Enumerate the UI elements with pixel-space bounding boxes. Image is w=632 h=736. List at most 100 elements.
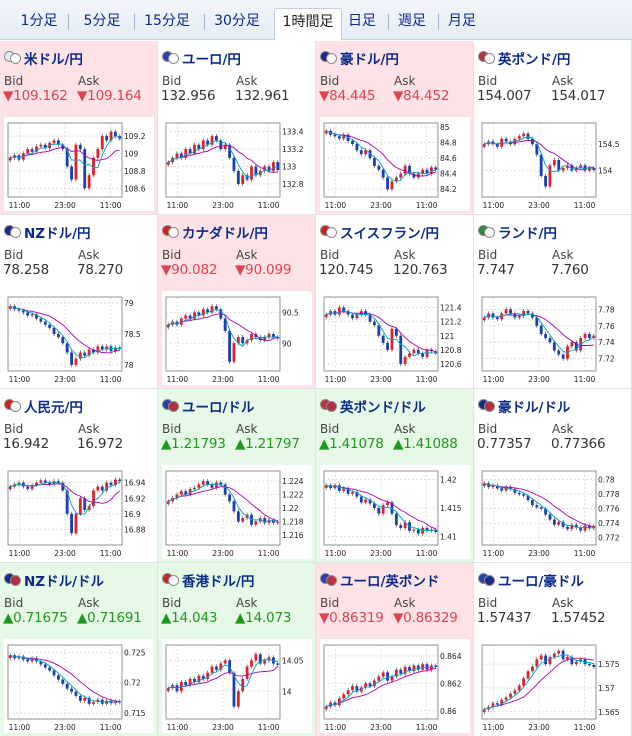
pair-cell[interactable]: NZドル/ドル Bid Ask ▲0.71675 ▲0.71691 0.725 0.72 0.… (0, 563, 158, 736)
candle-body (570, 342, 574, 347)
price-chart[interactable]: 0.78 0.778 0.776 0.774 0.772 11:00 23:00 11:00 (478, 465, 628, 559)
price-chart[interactable]: 0.864 0.862 0.86 11:00 23:00 11:00 (320, 639, 470, 733)
candle-body (412, 665, 416, 672)
candle-body (48, 667, 52, 671)
candle-body (561, 167, 565, 171)
y-tick-label: 1.565 (598, 708, 620, 717)
pair-cell[interactable]: ユーロ/英ポンド Bid Ask ▼0.86319 ▼0.86329 0.864 0.862… (316, 563, 474, 736)
tab-weekly[interactable]: 週足 (398, 13, 426, 29)
candle-body (21, 656, 25, 660)
price-chart[interactable]: 16.94 16.92 16.9 16.88 11:00 23:00 11:00 (4, 465, 154, 559)
pair-cell[interactable]: 英ポンド/円 Bid Ask 154.007 154.017 154.5 154 11:00 2… (474, 41, 632, 215)
pair-cell[interactable]: カナダドル/円 Bid Ask ▼90.082 ▼90.099 90.5 90 11:00 23… (158, 215, 316, 389)
pair-name-link[interactable]: 香港ドル/円 (162, 570, 254, 590)
price-chart[interactable]: 154.5 154 11:00 23:00 11:00 (478, 117, 628, 211)
pair-cell[interactable]: NZドル/円 Bid Ask 78.258 78.270 79 78.5 78 11:00 23:… (0, 215, 158, 389)
pair-name-link[interactable]: ユーロ/豪ドル (478, 570, 584, 590)
candle-body (588, 664, 591, 666)
candle-body (561, 521, 565, 527)
candle-body (408, 165, 411, 174)
ask-value: ▼90.099 (235, 262, 292, 278)
pair-cell[interactable]: ユーロ/ドル Bid Ask ▲1.21793 ▲1.21797 1.224 1.222 1.… (158, 389, 316, 563)
pair-name-link[interactable]: 人民元/円 (4, 396, 83, 416)
price-chart[interactable]: 7.78 7.76 7.74 7.72 11:00 23:00 11:00 (478, 291, 628, 385)
pair-cell[interactable]: 豪ドル/ドル Bid Ask 0.77357 0.77366 0.78 0.778 0.776… (474, 389, 632, 563)
pair-name-link[interactable]: NZドル/ドル (4, 570, 104, 590)
price-chart[interactable]: 79 78.5 78 11:00 23:00 11:00 (4, 291, 154, 385)
y-tick-label: 90.5 (282, 308, 299, 317)
moving-average-short (326, 666, 436, 708)
price-chart[interactable]: 1.224 1.222 1.22 1.218 1.216 11:00 23:00 11:00 (162, 465, 312, 559)
candle-body (570, 656, 574, 665)
price-chart[interactable]: 121.4 121.2 121 120.8 120.6 11:00 23:00 11:00 (320, 291, 470, 385)
candle-body (96, 486, 100, 491)
x-tick-label: 11:00 (100, 201, 122, 210)
candle-body (574, 342, 578, 351)
price-chart[interactable]: 1.42 1.415 1.41 11:00 23:00 11:00 (320, 465, 470, 559)
candle-body (381, 672, 385, 677)
tab-daily[interactable]: 日足 (348, 13, 376, 29)
candle-body (434, 529, 438, 532)
candle-body (215, 306, 218, 310)
candle-body (197, 675, 201, 682)
candle-body (74, 358, 78, 365)
pair-name-link[interactable]: スイスフラン/円 (320, 222, 439, 242)
moving-average-short (10, 481, 121, 516)
price-chart[interactable]: 1.575 1.57 1.565 11:00 23:00 11:00 (478, 639, 628, 733)
tab-30min[interactable]: 30分足 (214, 13, 260, 29)
tab-1min[interactable]: 1分足 (20, 13, 58, 29)
candle-body (241, 678, 245, 692)
candle-body (87, 697, 91, 704)
tab-1hour[interactable]: 1時間足 (274, 8, 342, 41)
candle-body (513, 489, 517, 493)
ask-label: Ask (394, 74, 416, 88)
pair-cell[interactable]: スイスフラン/円 Bid Ask 120.745 120.763 121.4 121.2 12… (316, 215, 474, 389)
price-chart[interactable]: 14.05 14 11:00 23:00 11:00 (162, 639, 312, 733)
candle-body (390, 181, 394, 190)
price-chart[interactable]: 109.2 109 108.8 108.6 11:00 23:00 11:00 (4, 117, 154, 211)
x-tick-label: 23:00 (212, 723, 234, 732)
pair-name-link[interactable]: ユーロ/英ポンド (320, 570, 439, 590)
candle-body (87, 349, 91, 356)
pair-cell[interactable]: ユーロ/豪ドル Bid Ask 1.57437 1.57452 1.575 1.57 1.56… (474, 563, 632, 736)
y-tick-label: 84.2 (440, 185, 457, 194)
pair-name-link[interactable]: ユーロ/ドル (162, 396, 254, 416)
price-chart[interactable]: 90.5 90 11:00 23:00 11:00 (162, 291, 312, 385)
pair-name-link[interactable]: ユーロ/円 (162, 48, 241, 68)
tab-15min[interactable]: 15分足 (144, 13, 190, 29)
pair-name-link[interactable]: カナダドル/円 (162, 222, 268, 242)
pair-name-link[interactable]: ランド/円 (478, 222, 557, 242)
pair-name-link[interactable]: NZドル/円 (4, 222, 91, 242)
price-chart[interactable]: 85 84.8 84.6 84.4 84.2 11:00 23:00 11:00 (320, 117, 470, 211)
x-tick-label: 11:00 (483, 201, 505, 210)
pair-cell[interactable]: ユーロ/円 Bid Ask 132.956 132.961 133.4 133.2 133 13… (158, 41, 316, 215)
ask-label: Ask (236, 248, 258, 262)
tab-monthly[interactable]: 月足 (448, 13, 476, 29)
price-chart[interactable]: 0.725 0.72 0.715 11:00 23:00 11:00 (4, 639, 154, 733)
ask-label: Ask (394, 248, 416, 262)
bid-value: 7.747 (477, 262, 515, 278)
candle-body (188, 149, 192, 154)
pair-name-link[interactable]: 米ドル/円 (4, 48, 83, 68)
candle-body (337, 698, 341, 706)
pair-name-link[interactable]: 英ポンド/ドル (320, 396, 426, 416)
pair-name-link[interactable]: 豪ドル/円 (320, 48, 399, 68)
y-tick-label: 90 (282, 339, 292, 348)
tab-5min[interactable]: 5分足 (83, 13, 121, 29)
pair-cell[interactable]: 人民元/円 Bid Ask 16.942 16.972 16.94 16.92 16.9 16.… (0, 389, 158, 563)
pair-cell[interactable]: 米ドル/円 Bid Ask ▼109.162 ▼109.164 109.2 109 108.8… (0, 41, 158, 215)
pair-cell[interactable]: 豪ドル/円 Bid Ask ▼84.445 ▼84.452 85 84.8 84.6 84.4 8… (316, 41, 474, 215)
x-tick-label: 11:00 (9, 549, 31, 558)
pair-cell[interactable]: ランド/円 Bid Ask 7.747 7.760 7.78 7.76 7.74 7.72 11:… (474, 215, 632, 389)
pair-cell[interactable]: 英ポンド/ドル Bid Ask ▲1.41078 ▲1.41088 1.42 1.415 1.… (316, 389, 474, 563)
pair-name-link[interactable]: 豪ドル/ドル (478, 396, 570, 416)
flag-icon (478, 573, 496, 587)
y-tick-label: 16.94 (124, 479, 146, 488)
pair-cell[interactable]: 香港ドル/円 Bid Ask ▲14.043 ▲14.073 14.05 14 11:00 23… (158, 563, 316, 736)
price-chart[interactable]: 133.4 133.2 133 132.8 11:00 23:00 11:00 (162, 117, 312, 211)
candle-body (276, 663, 280, 665)
x-tick-label: 11:00 (325, 549, 347, 558)
pair-name-link[interactable]: 英ポンド/円 (478, 48, 570, 68)
